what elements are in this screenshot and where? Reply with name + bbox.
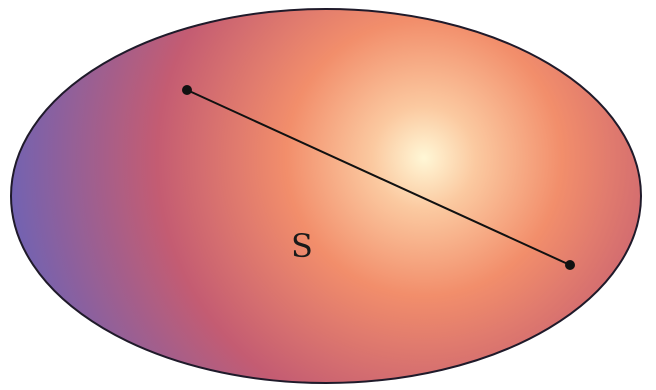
point-a: [182, 85, 192, 95]
line-segment: [186, 89, 571, 266]
set-region: [10, 8, 642, 384]
set-label: S: [291, 227, 313, 265]
point-b: [565, 260, 575, 270]
